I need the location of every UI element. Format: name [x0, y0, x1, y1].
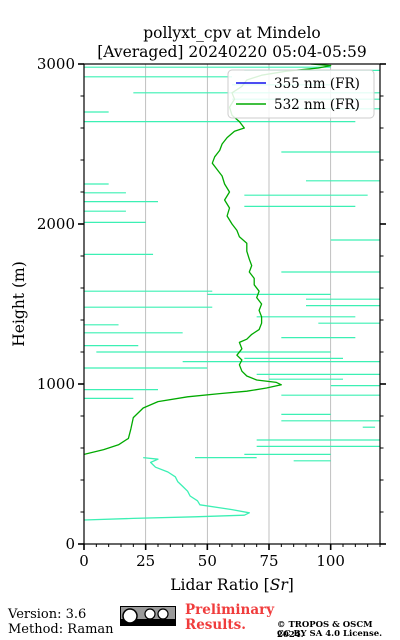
legend-box [227, 69, 375, 119]
chart-title-line1: pollyxt_cpv at Mindelo [143, 24, 321, 42]
version-text: Version: 3.6 [8, 607, 87, 622]
chart-title-line2: [Averaged] 20240220 05:04-05:59 [97, 43, 367, 61]
x-tick-label-100: 100 [316, 552, 345, 570]
x-tick-label-75: 75 [259, 552, 278, 570]
axis-ticks [78, 63, 386, 550]
x-axis-label-end: ] [288, 576, 294, 594]
preliminary-label: Preliminary [185, 602, 275, 618]
cc-license-badge [120, 606, 176, 626]
x-tick-label-25: 25 [136, 552, 155, 570]
legend-label-355: 355 nm (FR) [274, 76, 360, 92]
copyright-text: © TROPOS & OSCM 2024. [277, 620, 373, 640]
x-tick-label-0: 0 [79, 552, 89, 570]
axis-tick-labels: 0 1000 2000 3000 0 25 50 75 100 [37, 55, 345, 570]
x-axis-label-text: Lidar Ratio [ [170, 576, 270, 594]
series-line-raw-2 [84, 456, 250, 521]
y-tick-label-3000: 3000 [37, 55, 75, 73]
y-tick-label-2000: 2000 [37, 215, 75, 233]
lidar-ratio-chart: pollyxt_cpv at Mindelo [Averaged] 202402… [10, 24, 386, 594]
plot-area [84, 64, 380, 521]
cc-logo-icon [121, 608, 175, 625]
x-axis-label-unit: Sr [270, 576, 290, 594]
license-text: CC BY SA 4.0 License. [277, 629, 383, 639]
series-line-532-nm-fr- [84, 64, 332, 456]
plot-frame [83, 63, 381, 545]
x-tick-label-50: 50 [198, 552, 217, 570]
y-tick-label-1000: 1000 [37, 375, 75, 393]
grid [145, 64, 332, 544]
method-text: Method: Raman [8, 622, 114, 637]
y-tick-label-0: 0 [65, 535, 75, 553]
results-label: Results. [185, 617, 246, 633]
y-axis-label: Height (m) [10, 261, 28, 347]
legend-label-532: 532 nm (FR) [274, 97, 360, 113]
legend: 355 nm (FR) 532 nm (FR) [227, 69, 375, 119]
x-axis-label: Lidar Ratio [Sr] [170, 576, 294, 594]
